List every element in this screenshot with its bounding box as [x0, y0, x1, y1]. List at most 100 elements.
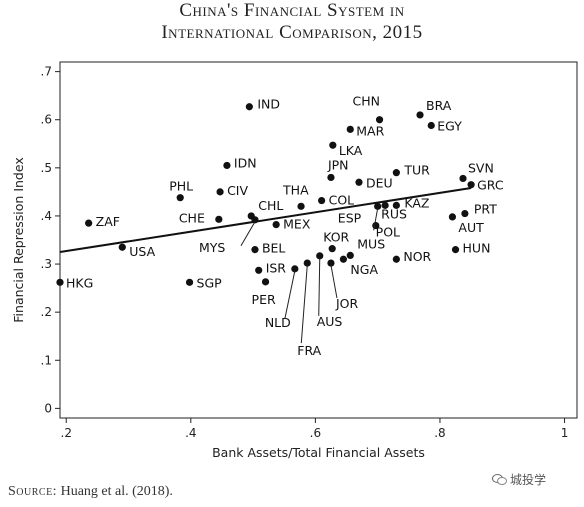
point-usa [118, 243, 126, 251]
x-tick-label: .6 [310, 426, 321, 440]
point-label-bra: BRA [426, 98, 452, 113]
y-tick-label: 0 [44, 401, 52, 415]
point-label-zaf: ZAF [96, 214, 120, 229]
point-bel [251, 246, 259, 254]
y-tick-label: .4 [41, 209, 52, 223]
point-label-pol: POL [376, 224, 400, 239]
point-mys [251, 216, 259, 224]
point-label-kaz: KAZ [404, 195, 429, 210]
point-label-hun: HUN [463, 241, 491, 256]
leader-line-mys [240, 221, 256, 247]
watermark-text: 城投学 [510, 472, 547, 487]
x-tick-label: .2 [61, 426, 72, 440]
point-label-kor: KOR [323, 230, 349, 245]
source-note: Source: Huang et al. (2018). [8, 484, 173, 500]
point-kaz [392, 201, 400, 209]
y-tick-label: .5 [41, 161, 52, 175]
point-lka [329, 141, 337, 149]
y-axis-label: Financial Repression Index [11, 157, 26, 322]
point-label-chl: CHL [258, 198, 283, 213]
point-label-ind: IND [257, 97, 280, 112]
point-pol [374, 202, 382, 210]
leader-line-pol [373, 208, 379, 231]
point-label-aus: AUS [317, 314, 343, 329]
point-label-hkg: HKG [66, 275, 93, 290]
watermark: 城投学 [492, 470, 578, 488]
point-label-svn: SVN [468, 160, 494, 175]
point-label-sgp: SGP [197, 275, 223, 290]
point-tur [392, 169, 400, 177]
point-label-prt: PRT [474, 202, 497, 217]
point-label-nor: NOR [403, 249, 431, 264]
point-label-tha: THA [282, 182, 309, 197]
point-label-esp: ESP [338, 211, 362, 226]
point-hun [451, 246, 460, 254]
wechat-icon [492, 473, 507, 485]
point-label-bel: BEL [262, 241, 285, 256]
point-bra [416, 111, 424, 119]
source-text: Huang et al. (2018). [57, 484, 173, 499]
chart-axes: 0 .1 .2 .3 .4 .5 .6 .7 .2 .4 .6 .8 1 Bank Assets/Tota… [11, 61, 578, 460]
point-label-tur: TUR [403, 163, 430, 178]
point-che [215, 215, 223, 223]
point-col [318, 196, 326, 205]
point-phl [176, 194, 184, 202]
point-civ [216, 188, 224, 196]
point-label-isr: ISR [266, 260, 287, 275]
point-jpn [327, 173, 335, 182]
fit-line [59, 187, 472, 254]
point-label-mex: MEX [283, 217, 311, 232]
point-label-che: CHE [179, 210, 205, 225]
point-mar [346, 125, 354, 133]
point-label-mus: MUS [357, 236, 385, 251]
chart-title-line-2: International Comparison, 2015 [161, 22, 423, 43]
point-nga [339, 255, 348, 263]
x-tick-label: .8 [434, 426, 445, 440]
point-chn [375, 116, 384, 124]
x-tick-label: 1 [561, 426, 569, 440]
y-tick-label: .7 [41, 65, 52, 79]
point-sgp [185, 278, 194, 286]
point-zaf [85, 219, 93, 227]
point-label-idn: IDN [234, 155, 257, 170]
point-label-aut: AUT [458, 220, 484, 235]
y-tick-label: .1 [41, 353, 52, 367]
point-label-col: COL [329, 193, 355, 208]
x-tick-label: .4 [185, 426, 196, 440]
point-label-nga: NGA [350, 262, 378, 277]
point-label-fra: FRA [297, 343, 321, 358]
point-mex [272, 221, 280, 229]
point-kor [328, 245, 336, 253]
point-tha [297, 202, 305, 210]
point-label-rus: RUS [381, 206, 407, 221]
point-label-egy: EGY [437, 119, 462, 134]
leader-line-aus [318, 257, 321, 316]
point-prt [461, 209, 469, 218]
point-isr [255, 266, 263, 274]
chart-title-line-1: China's Financial System in [179, 0, 405, 21]
leader-line-nld [284, 270, 296, 319]
point-per [261, 278, 270, 286]
leader-line-jor [330, 265, 338, 299]
point-label-lka: LKA [339, 143, 363, 158]
chart-marks: HKG ZAF USA PHL SGP CHE CIV IDN IND CHL MYS BEL ISR P… [56, 94, 504, 358]
point-label-grc: GRC [477, 178, 504, 193]
point-label-civ: CIV [227, 183, 248, 198]
point-ind [245, 103, 253, 111]
fit-line-group [59, 187, 472, 254]
point-fra [303, 259, 311, 267]
x-axis-label: Bank Assets/Total Financial Assets [212, 445, 425, 460]
point-nld [291, 265, 299, 273]
point-label-mys: MYS [199, 240, 225, 255]
leader-line-fra [300, 265, 308, 344]
point-deu [355, 178, 363, 186]
point-hkg [56, 278, 64, 286]
point-label-mar: MAR [356, 123, 384, 138]
point-label-chn: CHN [353, 94, 380, 109]
point-idn [223, 161, 231, 170]
point-egy [427, 121, 435, 130]
plot-frame [59, 61, 578, 419]
point-nor [392, 255, 400, 263]
point-rus [381, 201, 389, 209]
point-label-usa: USA [129, 244, 155, 259]
